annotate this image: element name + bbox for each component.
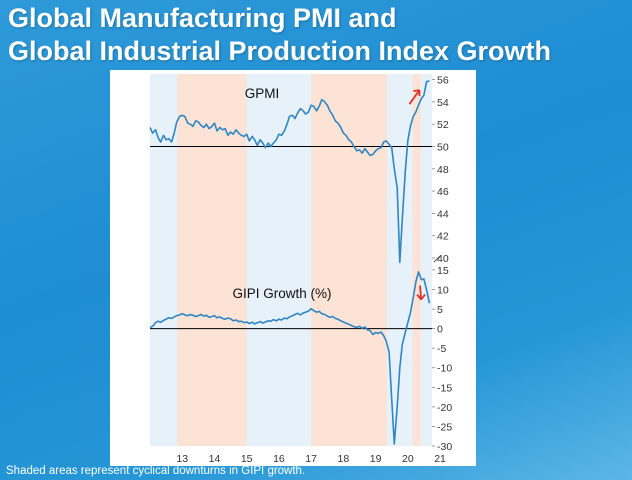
x-tick-label: 13	[176, 453, 188, 465]
up-arrow-icon	[408, 89, 421, 105]
x-tick-label: 19	[370, 453, 382, 465]
x-tick-label: 20	[402, 453, 414, 465]
tick-layer: 565452504846444240151050-5-10-15-20-25-3…	[176, 75, 452, 465]
y-tick-label: 42	[437, 231, 449, 243]
shade-layer	[150, 74, 432, 446]
shade-downturn	[412, 74, 421, 446]
y-tick-label: 44	[437, 208, 449, 220]
y-tick-label: -5	[437, 343, 446, 355]
series-line	[149, 271, 431, 445]
title-line-1: Global Manufacturing PMI and	[8, 3, 397, 33]
x-tick-label: 14	[209, 453, 221, 465]
arrow-layer	[408, 89, 426, 301]
y-tick-label: 46	[437, 186, 449, 198]
label-layer: GPMI GIPI Growth (%)	[232, 86, 331, 301]
up-arrow-head-icon	[413, 89, 421, 97]
y-tick-label: 40	[437, 253, 449, 265]
x-tick-label: 21	[434, 453, 446, 465]
series-line	[149, 79, 430, 264]
slide-title: Global Manufacturing PMI and Global Indu…	[8, 2, 632, 68]
shade-downturn	[177, 74, 247, 446]
y-tick-label: 54	[437, 97, 449, 109]
series-label: GIPI Growth (%)	[232, 286, 331, 301]
y-tick-label: -30	[437, 441, 452, 453]
x-tick-label: 15	[241, 453, 253, 465]
reference-lines	[150, 145, 432, 330]
y-tick-label: 10	[437, 284, 449, 296]
chart-panel: 56 54 52 50 48 46 44 42 40 15 10 5 0 -5 -10 -15 -20 -25 -3…	[110, 70, 476, 466]
y-tick-label: 50	[437, 141, 449, 153]
x-tick-label: 16	[273, 453, 285, 465]
x-tick-label: 17	[305, 453, 317, 465]
series-label: GPMI	[245, 86, 280, 101]
y-tick-label: 48	[437, 164, 449, 176]
y-tick-label: 0	[437, 324, 443, 336]
y-tick-label: -15	[437, 382, 452, 394]
chart-svg: 565452504846444240151050-5-10-15-20-25-3…	[149, 74, 452, 465]
down-arrow-icon	[419, 285, 422, 300]
down-arrow-head-icon	[416, 294, 426, 301]
y-tick-label: -10	[437, 363, 452, 375]
y-tick-label: 56	[437, 75, 449, 87]
footnote: Shaded areas represent cyclical downturn…	[6, 465, 306, 477]
x-tick-label: 18	[338, 453, 350, 465]
y-tick-label: 52	[437, 119, 449, 131]
y-tick-label: -25	[437, 421, 452, 433]
axis-break-mark	[433, 255, 441, 263]
title-line-2: Global Industrial Production Index Growt…	[8, 36, 552, 66]
shade-downturn	[311, 74, 387, 446]
y-tick-label: 15	[437, 265, 449, 277]
y-tick-label: 5	[437, 304, 443, 316]
y-tick-label: -20	[437, 402, 452, 414]
series-layer	[149, 79, 431, 445]
